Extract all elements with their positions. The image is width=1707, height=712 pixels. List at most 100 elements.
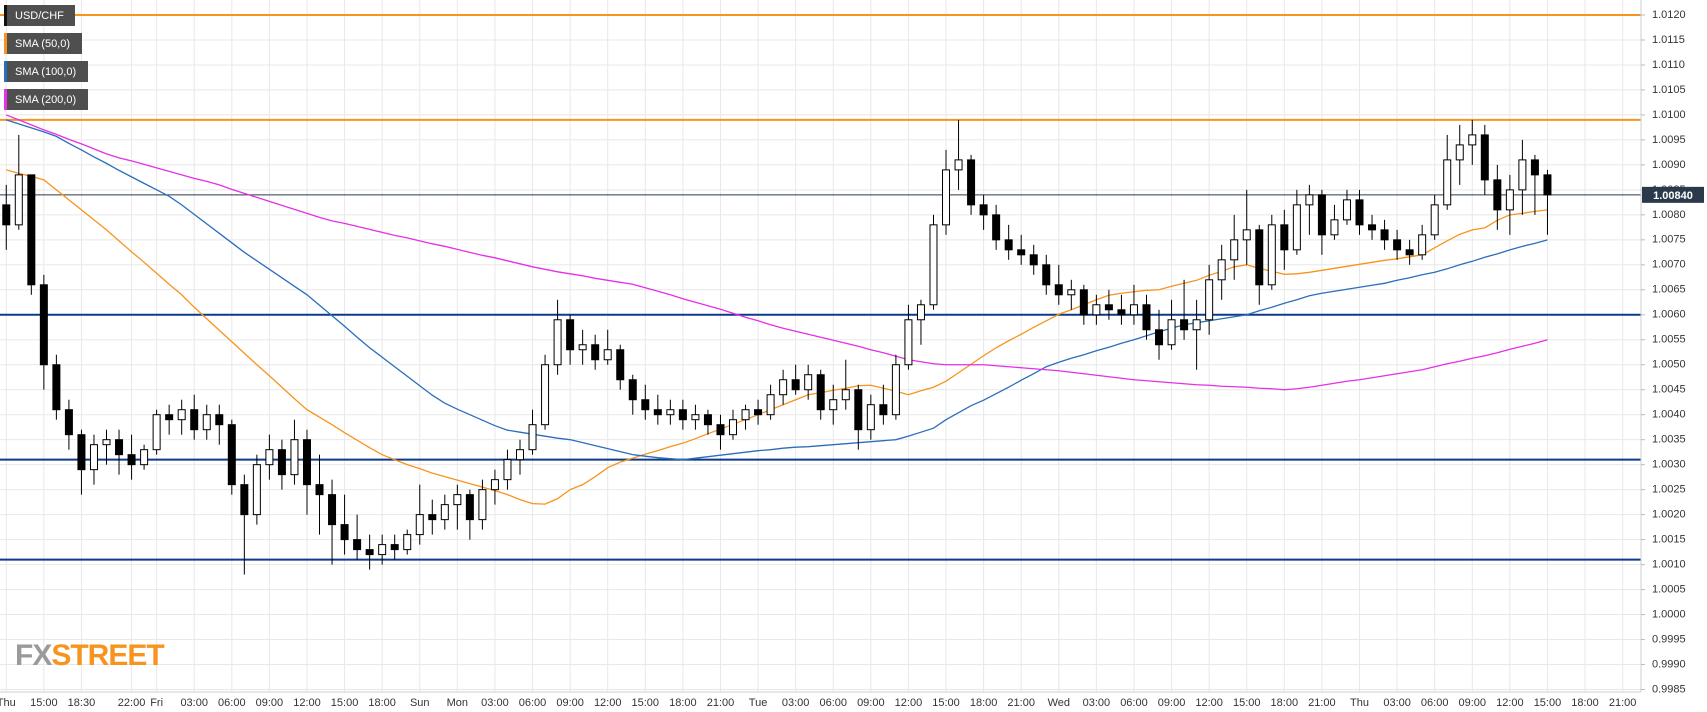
candle-body [891, 364, 900, 416]
candle-body [729, 419, 738, 436]
candle-body [1380, 229, 1389, 241]
x-tick-label: 09:00 [256, 697, 284, 709]
candle-body [1242, 229, 1251, 241]
candle-body [1155, 329, 1164, 346]
y-tick-label: 1.0060 [1652, 309, 1686, 321]
candle-body [967, 159, 976, 206]
legend-swatch [4, 33, 7, 54]
y-tick-label: 1.0005 [1652, 583, 1686, 595]
y-tick-label: 1.0050 [1652, 359, 1686, 371]
candle-body [929, 224, 938, 306]
candle-body [691, 414, 700, 421]
candle-body [1067, 289, 1076, 296]
y-tick-label: 1.0065 [1652, 284, 1686, 296]
candle-body [64, 409, 73, 436]
candle-body [1255, 229, 1264, 286]
candle-body [2, 204, 11, 226]
watermark: FXSTREET [15, 639, 164, 672]
x-tick-label: 18:00 [970, 697, 998, 709]
candle-body [1280, 224, 1289, 251]
y-tick-label: 1.0015 [1652, 534, 1686, 546]
candle-body [1455, 144, 1464, 161]
candle-body [277, 449, 286, 476]
candle-body [979, 204, 988, 216]
candle-body [1468, 134, 1477, 146]
candle-body [428, 514, 437, 521]
candle-body [1480, 134, 1489, 181]
x-tick-label: Sun [410, 697, 430, 709]
candle-body [528, 424, 537, 451]
x-tick-label: 03:00 [1383, 697, 1411, 709]
x-tick-label: 18:00 [1571, 697, 1599, 709]
x-tick-label: 06:00 [218, 697, 246, 709]
candle-body [1180, 319, 1189, 331]
candle-body [766, 394, 775, 416]
candle-body [1079, 289, 1088, 316]
candle-body [1217, 259, 1226, 281]
x-tick-label: 15:00 [1233, 697, 1261, 709]
x-tick-label: 21:00 [1007, 697, 1035, 709]
sma-line [6, 119, 1548, 461]
y-tick-label: 1.0040 [1652, 409, 1686, 421]
candle-body [115, 439, 124, 456]
candle-body [603, 349, 612, 361]
candle-body [140, 449, 149, 466]
legend-swatch [4, 5, 7, 26]
candle-body [541, 364, 550, 426]
candle-body [252, 464, 261, 516]
candle-body [678, 409, 687, 421]
candle-body [1129, 304, 1138, 316]
y-tick-label: 1.0095 [1652, 134, 1686, 146]
candle-body [1029, 254, 1038, 266]
candle-body [102, 439, 111, 446]
y-tick-label: 1.0025 [1652, 484, 1686, 496]
candle-body [1117, 309, 1126, 316]
legend: USD/CHF SMA (50,0) SMA (100,0) SMA (200,0) [4, 5, 88, 110]
candle-body [1192, 319, 1201, 331]
y-tick-label: 1.0100 [1652, 109, 1686, 121]
candle-body [39, 284, 48, 366]
candle-body [1054, 284, 1063, 296]
candle-body [302, 439, 311, 486]
candle-body [77, 434, 86, 471]
sma-lines [6, 114, 1548, 505]
x-tick-label: 12:00 [594, 697, 622, 709]
candle-body [854, 389, 863, 431]
candle-body [240, 484, 249, 516]
x-tick-label: 22:00 [118, 697, 146, 709]
legend-label: SMA (200,0) [15, 94, 76, 106]
legend-box [4, 33, 82, 54]
candle-body [804, 374, 813, 391]
candle-body [328, 494, 337, 526]
y-tick-label: 0.9995 [1652, 633, 1686, 645]
candle-body [1368, 224, 1377, 231]
x-tick-label: 15:00 [1534, 697, 1562, 709]
x-tick-label: 06:00 [819, 697, 847, 709]
y-tick-label: 1.0055 [1652, 334, 1686, 346]
x-tick-label: 12:00 [1195, 697, 1223, 709]
candles [2, 119, 1552, 575]
candle-body [1292, 204, 1301, 251]
candle-body [779, 379, 788, 396]
candle-body [1493, 179, 1502, 211]
x-tick-label: 18:00 [1271, 697, 1299, 709]
candle-body [954, 159, 963, 171]
candle-body [628, 379, 637, 401]
x-tick-label: 09:00 [1158, 697, 1186, 709]
candle-body [1342, 199, 1351, 221]
candle-body [215, 414, 224, 426]
y-tick-label: 1.0110 [1652, 59, 1685, 71]
legend-swatch [4, 61, 7, 82]
x-tick-label: 03:00 [180, 697, 208, 709]
legend-label: USD/CHF [15, 10, 64, 22]
candle-body [916, 304, 925, 321]
x-tick-label: 15:00 [331, 697, 359, 709]
candle-body [716, 424, 725, 436]
sma-line [6, 114, 1548, 391]
candle-body [378, 544, 387, 556]
y-tick-label: 0.9985 [1652, 683, 1686, 695]
y-tick-label: 1.0080 [1652, 209, 1686, 221]
